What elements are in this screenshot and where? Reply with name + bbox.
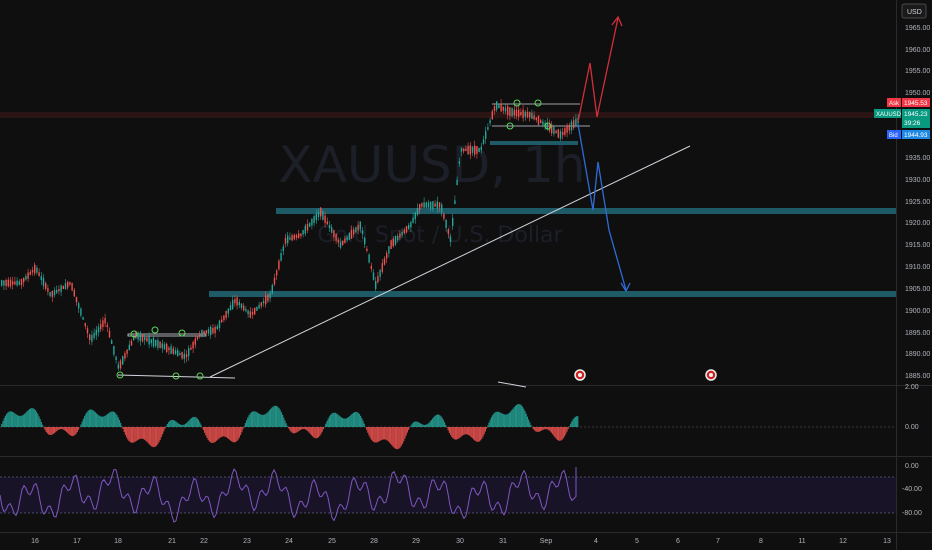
bullish-projection-arrow[interactable] [577, 17, 619, 123]
svg-text:Ask: Ask [889, 101, 900, 107]
price-tick: 1955.00 [905, 68, 930, 75]
supply-demand-zone-lower[interactable] [209, 291, 896, 297]
base-line[interactable] [117, 374, 236, 379]
time-tick: 17 [73, 538, 81, 545]
last-price-tag: XAUUSD 1945.23 39:26 [874, 109, 930, 128]
price-tick: 1925.00 [905, 199, 930, 206]
currency-button[interactable]: USD [901, 3, 927, 19]
rsi-tick: -80.00 [902, 510, 922, 517]
time-tick: 21 [168, 538, 176, 545]
osc-tick: 0.00 [905, 424, 919, 431]
svg-text:XAUUSD: XAUUSD [876, 112, 902, 118]
svg-text:USD: USD [907, 9, 922, 16]
time-axis[interactable]: 16 17 18 21 22 23 24 25 28 29 30 31 Sep 4 5 6 7 8 11 12 13 [31, 538, 891, 545]
price-tick: 1905.00 [905, 286, 930, 293]
resistance-zone[interactable] [0, 112, 896, 118]
svg-text:39:26: 39:26 [904, 120, 921, 127]
time-tick: 18 [114, 538, 122, 545]
time-tick: 12 [839, 538, 847, 545]
price-axis[interactable]: 1965.001960.001955.001950.001945.001940.… [905, 25, 930, 380]
time-tick: 7 [716, 538, 720, 545]
svg-text:1945.53: 1945.53 [904, 100, 928, 107]
price-tick: 1960.00 [905, 47, 930, 54]
short-line[interactable] [497, 381, 527, 388]
time-tick: 30 [456, 538, 464, 545]
time-tick: 23 [243, 538, 251, 545]
price-tick: 1935.00 [905, 155, 930, 162]
price-tick: 1965.00 [905, 25, 930, 32]
price-tick: 1950.00 [905, 90, 930, 97]
time-tick: Sep [540, 538, 553, 545]
price-tick: 1930.00 [905, 177, 930, 184]
watermark-symbol: XAUUSD, 1h [278, 136, 585, 194]
ask-price-tag: Ask 1945.53 [887, 98, 930, 107]
time-tick: 13 [883, 538, 891, 545]
candlestick-series[interactable] [1, 98, 579, 371]
time-tick: 8 [759, 538, 763, 545]
price-tick: 1915.00 [905, 242, 930, 249]
time-tick: 6 [676, 538, 680, 545]
rsi-tick: 0.00 [905, 463, 919, 470]
trendline[interactable] [209, 145, 691, 378]
price-tick: 1885.00 [905, 373, 930, 380]
oscillator-axis[interactable]: 2.00 0.00 [905, 384, 919, 431]
price-tick: 1920.00 [905, 220, 930, 227]
time-tick: 4 [594, 538, 598, 545]
main-pane[interactable] [0, 0, 896, 385]
watermark-description: Gold Spot / U.S. Dollar [317, 223, 563, 248]
price-tick: 1895.00 [905, 330, 930, 337]
zone-small[interactable] [490, 141, 578, 145]
time-tick: 29 [412, 538, 420, 545]
price-tick: 1900.00 [905, 308, 930, 315]
svg-text:1945.23: 1945.23 [904, 111, 928, 118]
price-tick: 1890.00 [905, 351, 930, 358]
rsi-tick: -40.00 [902, 486, 922, 493]
price-tick: 1910.00 [905, 264, 930, 271]
economic-event-icon[interactable] [574, 369, 586, 381]
rsi-axis[interactable]: 0.00 -40.00 -80.00 [902, 463, 922, 517]
oscillator-pane[interactable] [0, 386, 896, 456]
bid-price-tag: Bid 1944.93 [887, 130, 930, 139]
economic-event-icon[interactable] [705, 369, 717, 381]
rsi-line[interactable] [0, 467, 577, 523]
time-tick: 25 [328, 538, 336, 545]
osc-tick: 2.00 [905, 384, 919, 391]
time-tick: 28 [370, 538, 378, 545]
oscillator-histogram[interactable] [1, 404, 579, 450]
time-tick: 24 [285, 538, 293, 545]
bearish-projection-arrow[interactable] [577, 123, 627, 291]
svg-text:1944.93: 1944.93 [904, 132, 928, 139]
svg-text:Bid: Bid [889, 133, 898, 139]
supply-demand-zone-upper[interactable] [276, 208, 896, 214]
pattern-markers [116, 99, 552, 380]
time-tick: 5 [635, 538, 639, 545]
time-tick: 22 [200, 538, 208, 545]
time-tick: 31 [499, 538, 507, 545]
time-tick: 11 [798, 538, 805, 545]
time-tick: 16 [31, 538, 39, 545]
